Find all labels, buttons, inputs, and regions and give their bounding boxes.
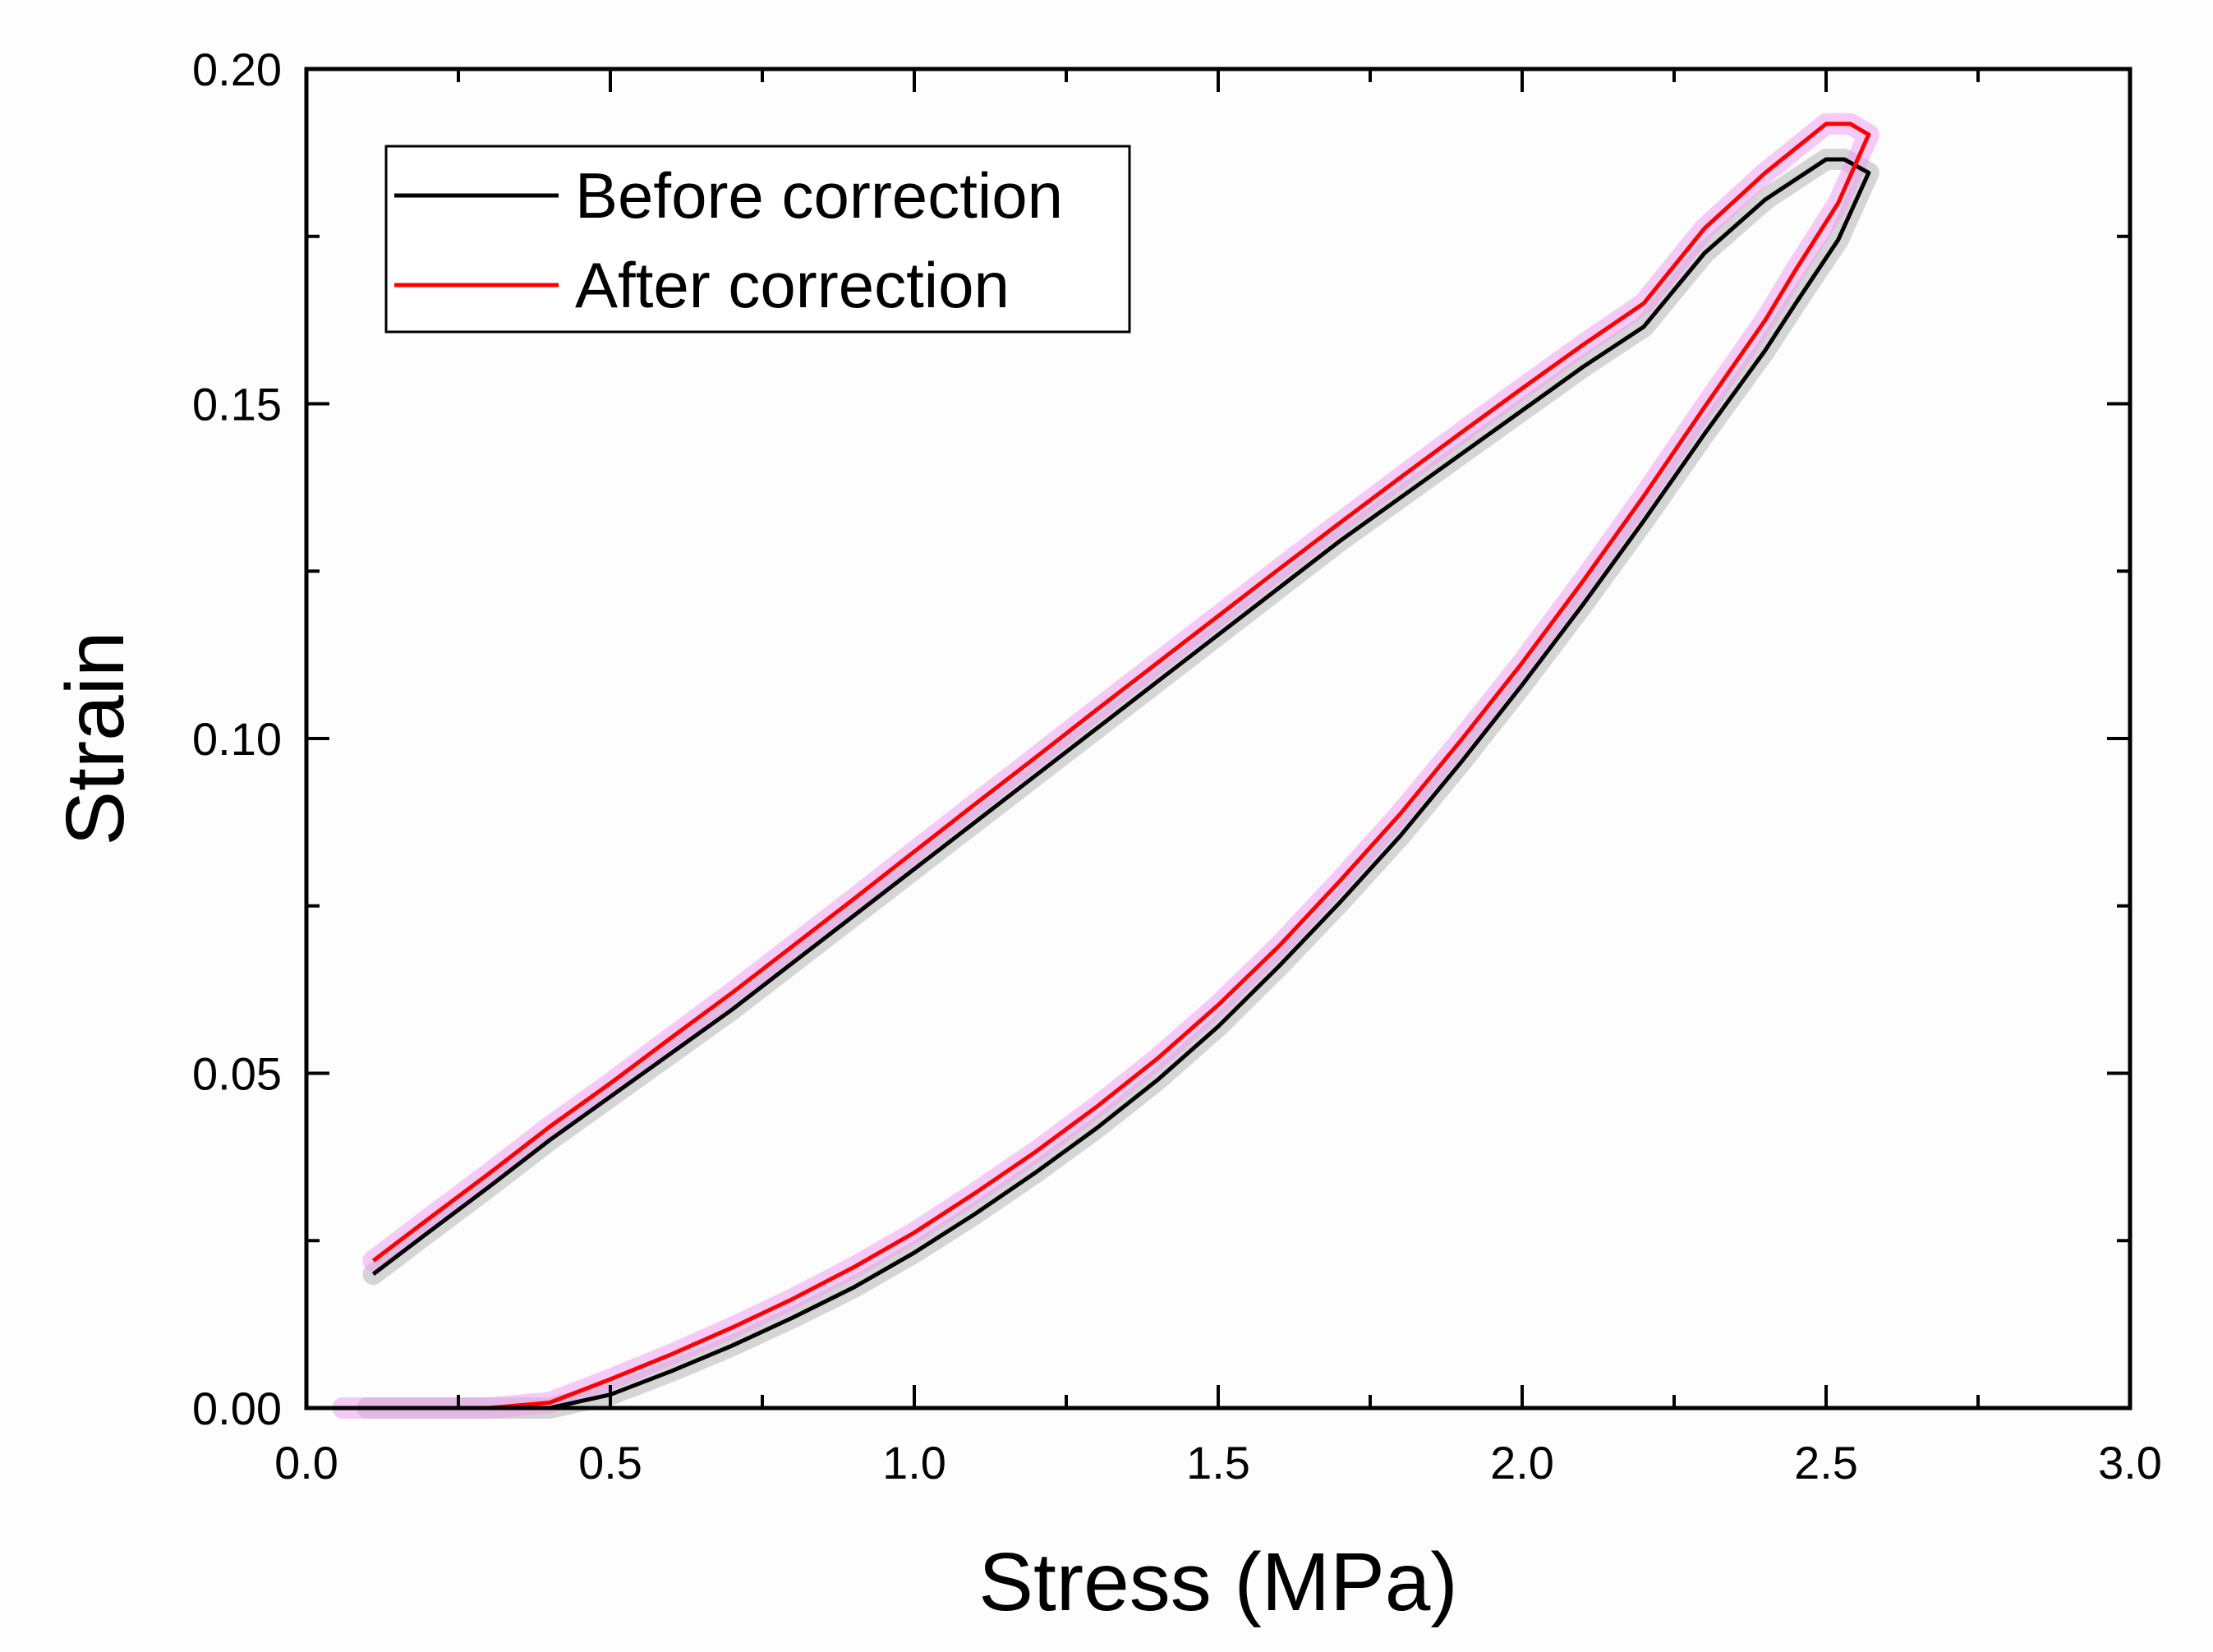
x-tick-label: 0.5	[578, 1437, 642, 1489]
series-line-before-correction	[367, 157, 1871, 1410]
y-axis-title: Strain	[49, 631, 141, 845]
x-tick-label: 1.0	[882, 1437, 946, 1489]
axis-ticks	[305, 67, 2132, 1410]
series-lines	[343, 122, 1871, 1410]
x-tick-label: 2.5	[1794, 1437, 1858, 1489]
legend: Before correction After correction	[384, 145, 1131, 334]
x-tick-label: 1.5	[1186, 1437, 1250, 1489]
y-tick-label: 0.00	[192, 1383, 282, 1434]
legend-label-before: Before correction	[575, 159, 1063, 232]
y-tick-label: 0.10	[192, 713, 282, 765]
x-tick-label: 2.0	[1490, 1437, 1554, 1489]
x-tick-label: 0.0	[274, 1437, 338, 1489]
y-tick-label: 0.05	[192, 1048, 282, 1100]
x-tick-label: 3.0	[2098, 1437, 2162, 1489]
series-line-after-correction	[343, 122, 1871, 1410]
y-tick-label: 0.15	[192, 379, 282, 430]
legend-box	[384, 145, 1131, 334]
x-axis-title: Stress (MPa)	[978, 1536, 1457, 1628]
legend-label-after: After correction	[575, 249, 1010, 321]
y-tick-label: 0.20	[192, 44, 282, 95]
axis-tick-labels: 0.0 0.5 1.0 1.5 2.0 2.5 3.0 0.00 0.05 0.10 0.15 0.2…	[192, 44, 2162, 1489]
